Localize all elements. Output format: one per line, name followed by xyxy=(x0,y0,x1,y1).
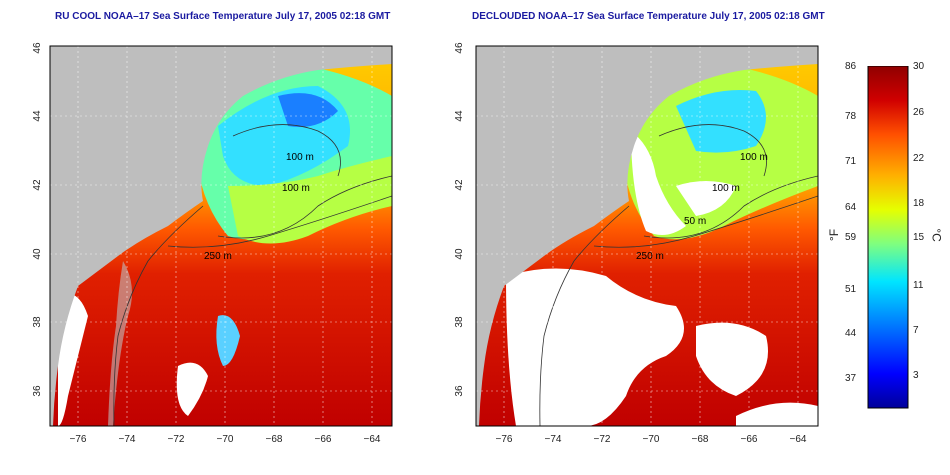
lat-tick: 40 xyxy=(454,248,465,260)
lon-tick: −70 xyxy=(217,434,234,445)
contour-line xyxy=(232,124,341,177)
lon-tick: −74 xyxy=(545,434,562,445)
fahrenheit-tick: 64 xyxy=(845,202,857,213)
gulf-of-maine-cool-water xyxy=(624,66,818,240)
contour-line xyxy=(217,175,392,239)
lat-tick-labels: 36 38 40 42 44 46 xyxy=(32,42,43,397)
lat-tick: 38 xyxy=(454,316,465,328)
contour-label: 100 m xyxy=(740,152,768,163)
lon-tick: −64 xyxy=(790,434,807,445)
right-sst-map: 100 m 100 m 50 m 250 m −76 −74 −72 −70 −… xyxy=(454,42,819,445)
lat-tick: 38 xyxy=(32,316,43,328)
celsius-tick: 26 xyxy=(913,107,925,118)
fahrenheit-tick: 51 xyxy=(845,284,857,295)
lat-tick: 42 xyxy=(454,179,465,191)
lon-tick: −72 xyxy=(594,434,611,445)
celsius-tick: 18 xyxy=(913,198,925,209)
map-frame xyxy=(475,45,819,427)
lon-tick: −64 xyxy=(364,434,381,445)
contour-line xyxy=(539,205,630,426)
lat-tick: 42 xyxy=(32,179,43,191)
lat-tick: 46 xyxy=(454,42,465,54)
map-frame xyxy=(49,45,393,427)
contour-line xyxy=(113,205,204,426)
lon-tick-labels: −76 −74 −72 −70 −68 −66 −64 xyxy=(496,434,807,445)
celsius-tick: 30 xyxy=(913,61,925,72)
lat-tick: 40 xyxy=(32,248,43,260)
celsius-tick: 7 xyxy=(913,325,919,336)
right-panel-title: DECLOUDED NOAA–17 Sea Surface Temperatur… xyxy=(472,11,825,22)
celsius-tick: 15 xyxy=(913,232,925,243)
fahrenheit-tick: 86 xyxy=(845,61,857,72)
lon-tick-labels: −76 −74 −72 −70 −68 −66 −64 xyxy=(70,434,381,445)
cloud-patch xyxy=(58,293,88,426)
cloud-mask xyxy=(676,181,736,216)
contour-label: 100 m xyxy=(286,152,314,163)
lat-tick: 46 xyxy=(32,42,43,54)
contour-line xyxy=(658,124,767,177)
left-sst-map: 100 m 100 m 250 m −76 −74 −72 −70 −68 −6… xyxy=(32,42,393,445)
contour-line xyxy=(643,175,818,239)
cloud-mask xyxy=(696,322,768,396)
celsius-unit: °C xyxy=(929,228,944,242)
lon-tick: −74 xyxy=(119,434,136,445)
land xyxy=(476,46,818,426)
contour-label: 100 m xyxy=(282,183,310,194)
lon-tick: −72 xyxy=(168,434,185,445)
cloud-mask xyxy=(506,268,684,426)
lon-tick: −68 xyxy=(266,434,283,445)
lon-tick: −68 xyxy=(692,434,709,445)
lat-lon-grid xyxy=(50,46,392,426)
fahrenheit-tick: 78 xyxy=(845,111,857,122)
lat-tick: 36 xyxy=(454,385,465,397)
lat-tick: 36 xyxy=(32,385,43,397)
lon-tick: −70 xyxy=(643,434,660,445)
lon-tick: −76 xyxy=(496,434,513,445)
celsius-tick: 22 xyxy=(913,153,925,164)
fahrenheit-tick: 44 xyxy=(845,328,857,339)
contour-label: 50 m xyxy=(684,216,706,227)
fahrenheit-unit: °F xyxy=(827,228,842,242)
cloud-patch xyxy=(176,362,208,416)
contour-line xyxy=(167,195,392,248)
celsius-tick: 11 xyxy=(913,280,924,291)
cloud-mask xyxy=(631,131,686,235)
lon-tick: −66 xyxy=(315,434,332,445)
lat-lon-grid xyxy=(476,46,818,426)
lat-tick: 44 xyxy=(454,110,465,122)
lon-tick: −66 xyxy=(741,434,758,445)
temperature-colorbar xyxy=(867,66,909,409)
lat-tick-labels: 36 38 40 42 44 46 xyxy=(454,42,465,397)
lon-tick: −76 xyxy=(70,434,87,445)
contour-line xyxy=(593,195,818,248)
lat-tick: 44 xyxy=(32,110,43,122)
cloud-patch xyxy=(216,315,240,366)
celsius-tick: 3 xyxy=(913,370,919,381)
shelf-green xyxy=(228,156,392,244)
cloud-mask xyxy=(736,402,818,426)
land xyxy=(50,46,392,426)
fahrenheit-tick: 71 xyxy=(845,156,857,167)
contour-label: 250 m xyxy=(204,251,232,262)
contour-label: 100 m xyxy=(712,183,740,194)
fahrenheit-tick: 59 xyxy=(845,232,857,243)
cold-water-patch xyxy=(676,90,766,153)
left-panel-title: RU COOL NOAA–17 Sea Surface Temperature … xyxy=(55,11,391,22)
contour-label: 250 m xyxy=(636,251,664,262)
fahrenheit-tick: 37 xyxy=(845,373,857,384)
colorbar-gradient xyxy=(867,66,909,409)
